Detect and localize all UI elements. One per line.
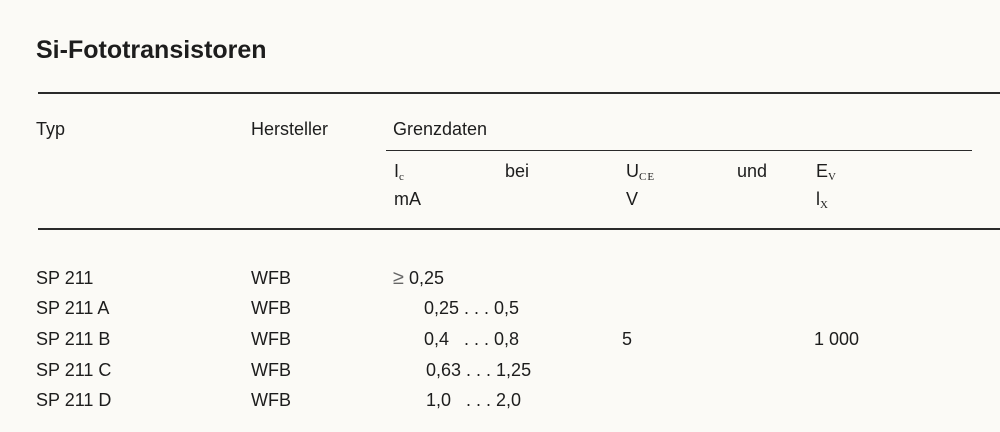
header-grenzdaten: Grenzdaten	[393, 119, 488, 139]
header-hersteller: Hersteller	[251, 119, 329, 139]
row-ic: 1,0 . . . 2,0	[426, 390, 522, 410]
row-hersteller: WFB	[251, 360, 291, 380]
uce-subscript: CE	[639, 171, 656, 183]
page-title: Si-Fototransistoren	[36, 36, 267, 64]
header-ev: EV	[816, 162, 837, 183]
header-ic-unit: mA	[394, 189, 421, 209]
ic-subscript: c	[399, 171, 405, 183]
row-typ: SP 211 D	[36, 390, 112, 410]
header-und: und	[737, 161, 768, 181]
header-uce-unit: V	[626, 189, 639, 209]
shared-uce-value: 5	[622, 329, 633, 349]
uce-symbol: U	[626, 161, 639, 181]
greater-equal-symbol: ≥	[393, 267, 404, 289]
ev-subscript: V	[828, 171, 837, 183]
header-ev-unit: lX	[816, 190, 829, 211]
header-typ: Typ	[36, 119, 66, 139]
ev-unit-subscript: X	[820, 199, 829, 211]
grenzdaten-rule	[386, 150, 972, 151]
row-ic: 0,4 . . . 0,8	[424, 329, 520, 349]
row-typ: SP 211	[36, 268, 94, 288]
header-bei: bei	[505, 161, 530, 181]
row-hersteller: WFB	[251, 390, 291, 410]
row-hersteller: WFB	[251, 329, 291, 349]
row-typ: SP 211 A	[36, 298, 110, 318]
row-hersteller: WFB	[251, 268, 291, 288]
row-ic: 0,63 . . . 1,25	[426, 360, 532, 380]
row-ic: ≥ 0,25	[393, 268, 444, 288]
ev-unit-symbol: l	[816, 189, 820, 209]
shared-ev-value: 1 000	[814, 329, 860, 349]
row-typ: SP 211 C	[36, 360, 112, 380]
row-hersteller: WFB	[251, 298, 291, 318]
header-uce: UCE	[626, 162, 655, 183]
row-typ: SP 211 B	[36, 329, 111, 349]
ic-symbol: I	[394, 161, 400, 181]
row-ic-value: 0,25	[409, 268, 445, 288]
header-bottom-rule	[38, 228, 1000, 230]
ev-symbol: E	[816, 161, 829, 181]
row-ic: 0,25 . . . 0,5	[424, 298, 520, 318]
header-ic: Ic	[394, 162, 405, 183]
top-rule	[38, 92, 1000, 94]
